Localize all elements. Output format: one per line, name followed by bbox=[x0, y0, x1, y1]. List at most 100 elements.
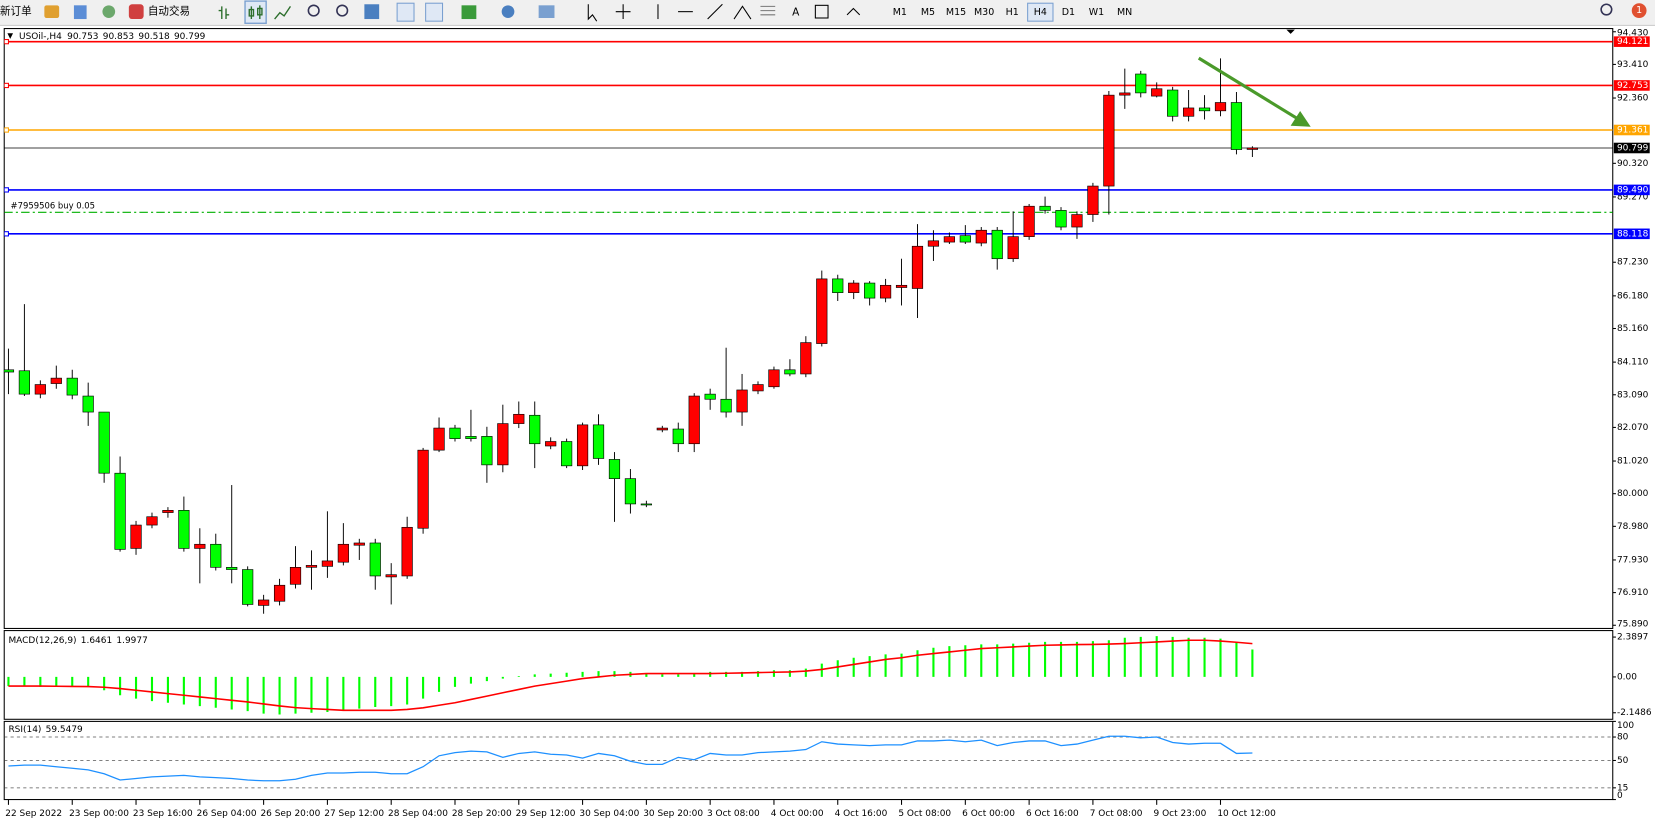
y-tick-label: 81.020 bbox=[1617, 457, 1649, 467]
candle-body bbox=[1023, 205, 1035, 237]
notification-count: 1 bbox=[1636, 5, 1642, 16]
level-tag-label: 89.490 bbox=[1617, 185, 1649, 195]
candle-body bbox=[784, 369, 796, 375]
candle-body bbox=[704, 393, 716, 400]
indicators-icon[interactable] bbox=[461, 5, 477, 20]
macd-plot bbox=[7, 636, 1254, 715]
x-tick-label: 3 Oct 08:00 bbox=[707, 809, 760, 819]
y-tick-label: 2.3897 bbox=[1617, 633, 1648, 643]
level-tag bbox=[1613, 228, 1650, 240]
candle-body bbox=[864, 282, 876, 299]
search-icon[interactable] bbox=[1600, 3, 1613, 16]
channel-icon[interactable] bbox=[733, 5, 752, 20]
fibo-icon[interactable] bbox=[760, 5, 776, 16]
line-icon[interactable] bbox=[274, 5, 292, 20]
timeframe-button[interactable]: D1 bbox=[1062, 7, 1075, 18]
cursor-icon[interactable] bbox=[587, 4, 598, 22]
text-tool[interactable]: A bbox=[792, 7, 800, 19]
level-tag bbox=[1613, 80, 1650, 91]
timeframe-button[interactable]: M30 bbox=[974, 7, 994, 18]
order-label: #7959506 buy 0.05 bbox=[11, 200, 95, 210]
timeframe-active bbox=[1027, 2, 1054, 22]
candle-body bbox=[178, 510, 190, 549]
x-tick-label: 9 Oct 23:00 bbox=[1154, 809, 1207, 819]
candle-body bbox=[895, 284, 908, 288]
auto-trading-button[interactable]: 自动交易 bbox=[148, 5, 190, 18]
trendline-icon[interactable] bbox=[707, 3, 723, 20]
y-tick-label: 0 bbox=[1617, 791, 1623, 801]
level-handle[interactable] bbox=[4, 39, 9, 45]
candle-body bbox=[768, 369, 780, 388]
level-tag bbox=[1613, 36, 1650, 47]
candle-body bbox=[34, 384, 46, 395]
icon[interactable] bbox=[44, 5, 60, 18]
candle-icon-active[interactable] bbox=[244, 0, 267, 24]
candle-body bbox=[1167, 89, 1179, 117]
timeframe-button[interactable]: M1 bbox=[893, 7, 907, 18]
price-tag-label: 90.799 bbox=[1617, 143, 1649, 153]
tile-icon[interactable] bbox=[364, 4, 380, 20]
timeframe-button[interactable]: W1 bbox=[1089, 7, 1104, 18]
candle-icon[interactable] bbox=[248, 5, 263, 20]
candle-body bbox=[656, 427, 668, 431]
templates-icon[interactable] bbox=[538, 5, 555, 18]
candle-body bbox=[1135, 73, 1147, 94]
autoscroll-icon[interactable] bbox=[396, 2, 415, 22]
candle-body bbox=[1119, 92, 1131, 96]
candle-body bbox=[50, 377, 62, 384]
macd-signal-value: 1.9977 bbox=[116, 636, 147, 646]
notification-badge[interactable] bbox=[1631, 3, 1647, 18]
candle-body bbox=[369, 542, 381, 577]
chart-shift-icon[interactable] bbox=[425, 2, 444, 22]
candle-body bbox=[1087, 185, 1099, 215]
candle-body bbox=[1230, 102, 1243, 150]
x-tick-label: 4 Oct 16:00 bbox=[835, 809, 888, 819]
auto-trading-icon[interactable] bbox=[128, 4, 144, 20]
menu-arrow[interactable]: ▼ bbox=[7, 31, 13, 40]
icon[interactable] bbox=[73, 5, 87, 20]
candle-body bbox=[1151, 88, 1163, 97]
x-tick-label: 29 Sep 12:00 bbox=[516, 809, 576, 819]
timeframe-button[interactable]: H1 bbox=[1006, 7, 1019, 18]
candle-body bbox=[959, 235, 971, 243]
candle-body bbox=[545, 441, 557, 447]
level-handle[interactable] bbox=[4, 187, 9, 193]
level-tag bbox=[1613, 124, 1650, 136]
arrows-tool[interactable] bbox=[846, 7, 861, 16]
x-tick-label: 23 Sep 00:00 bbox=[69, 809, 129, 819]
candle-body bbox=[258, 599, 270, 606]
icon[interactable] bbox=[102, 5, 116, 18]
candle-body bbox=[1103, 94, 1115, 187]
level-handle[interactable] bbox=[4, 231, 9, 237]
candle-body bbox=[98, 411, 110, 474]
candle-body bbox=[943, 236, 955, 243]
level-handle[interactable] bbox=[4, 82, 9, 89]
macd-title: MACD(12,26,9) bbox=[8, 636, 76, 646]
candle-body bbox=[1007, 236, 1019, 260]
candle-body bbox=[210, 543, 222, 568]
candle-body bbox=[146, 516, 158, 526]
rsi-line bbox=[8, 735, 1253, 782]
candle-body bbox=[1198, 107, 1211, 112]
header-close: 90.799 bbox=[174, 31, 206, 41]
level-handle[interactable] bbox=[4, 127, 9, 133]
candle-body bbox=[640, 503, 652, 506]
timeframe-button[interactable]: H4 bbox=[1034, 7, 1047, 18]
new-order-button[interactable]: 新订单 bbox=[0, 5, 32, 18]
candle-body bbox=[1039, 205, 1051, 211]
timeframe-button[interactable]: M15 bbox=[946, 7, 966, 18]
periods-icon[interactable] bbox=[501, 5, 515, 18]
y-tick-label: 50 bbox=[1617, 756, 1629, 766]
timeframe-button[interactable]: M5 bbox=[921, 7, 935, 18]
bar-chart-icon[interactable] bbox=[218, 6, 230, 20]
timeframe-button[interactable]: MN bbox=[1117, 7, 1132, 18]
zoom-in-icon[interactable] bbox=[307, 4, 320, 17]
crosshair-icon[interactable] bbox=[615, 4, 631, 20]
zoom-out-icon[interactable] bbox=[336, 4, 349, 17]
candle-body bbox=[130, 524, 142, 549]
macd-header: MACD(12,26,9) 1.6461 1.9977 bbox=[8, 636, 147, 646]
x-tick-label: 6 Oct 16:00 bbox=[1026, 809, 1079, 819]
candle-body bbox=[1055, 210, 1067, 228]
label-tool[interactable] bbox=[814, 4, 829, 19]
